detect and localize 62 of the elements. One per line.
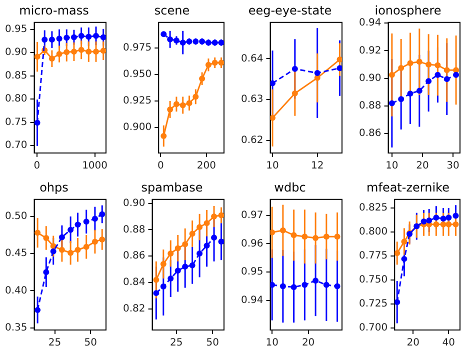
chart-title: scene: [154, 3, 190, 18]
x-tick-label: 10: [386, 160, 398, 172]
x-tick-label: 40: [442, 338, 455, 349]
y-tick-label: 0.82: [123, 303, 146, 314]
x-tick-label: 20: [416, 160, 429, 172]
y-tick-label: 0.80: [5, 94, 28, 105]
y-tick-label: 0.775: [358, 250, 388, 262]
chart-title: mfeat-zernike: [366, 180, 450, 194]
y-tick-label: 0.725: [358, 298, 388, 310]
y-tick-label: 0.62: [241, 134, 264, 146]
y-tick-label: 0.40: [5, 285, 28, 296]
x-tick-label: 200: [196, 160, 216, 172]
chart-title: micro-mass: [19, 3, 89, 18]
y-tick-label: 0.88: [359, 100, 382, 112]
chart-title: ohps: [40, 180, 68, 194]
y-tick-label: 0.86: [123, 250, 146, 262]
y-tick-label: 0.900: [122, 122, 152, 134]
x-tick-label: 10: [266, 160, 279, 172]
y-tick-label: 0.50: [5, 211, 28, 222]
y-tick-label: 0.96: [241, 238, 264, 250]
y-tick-label: 0.63: [241, 94, 264, 106]
y-tick-label: 0.825: [358, 202, 388, 214]
chart-title: ionosphere: [374, 3, 442, 18]
y-tick-label: 0.88: [123, 224, 146, 236]
x-tick-label: 20: [406, 338, 420, 349]
y-tick-label: 0.64: [241, 53, 264, 64]
y-tick-label: 0.84: [123, 277, 146, 288]
chart-title: eeg-eye-state: [248, 3, 332, 18]
y-tick-label: 0.92: [359, 45, 382, 56]
x-tick-label: 50: [206, 338, 219, 349]
y-tick-label: 0.35: [5, 322, 28, 334]
y-tick-label: 0.975: [122, 42, 152, 54]
y-tick-label: 0.925: [122, 96, 152, 107]
x-tick-label: 0: [158, 160, 164, 172]
y-tick-label: 0.800: [358, 226, 388, 238]
y-tick-label: 0.95: [5, 24, 28, 35]
y-tick-label: 0.750: [358, 274, 388, 286]
y-tick-label: 0.86: [359, 128, 382, 140]
y-tick-label: 0.70: [5, 140, 28, 152]
y-tick-label: 0.45: [5, 248, 28, 260]
y-tick-label: 0.75: [5, 116, 28, 128]
x-tick-label: 0: [34, 160, 40, 172]
y-tick-label: 0.950: [122, 69, 152, 80]
y-tick-label: 0.97: [241, 210, 264, 221]
chart-title: wdbc: [274, 180, 306, 194]
chart-title: spambase: [141, 180, 203, 194]
x-tick-label: 25: [170, 338, 183, 349]
x-tick-label: 12: [310, 160, 324, 172]
x-tick-label: 10: [266, 338, 278, 349]
x-tick-label: 1000: [82, 160, 108, 172]
y-tick-label: 0.90: [359, 72, 382, 84]
y-tick-label: 0.94: [359, 18, 382, 29]
y-tick-label: 0.95: [241, 266, 264, 278]
y-tick-label: 0.90: [5, 47, 28, 58]
x-tick-label: 30: [446, 160, 460, 172]
x-tick-label: 20: [302, 338, 315, 349]
x-tick-label: 25: [48, 338, 62, 349]
y-tick-label: 0.85: [5, 70, 28, 82]
y-tick-label: 0.90: [123, 198, 146, 209]
y-tick-label: 0.94: [241, 295, 264, 306]
x-tick-label: 50: [84, 338, 98, 349]
y-tick-label: 0.700: [358, 322, 388, 334]
